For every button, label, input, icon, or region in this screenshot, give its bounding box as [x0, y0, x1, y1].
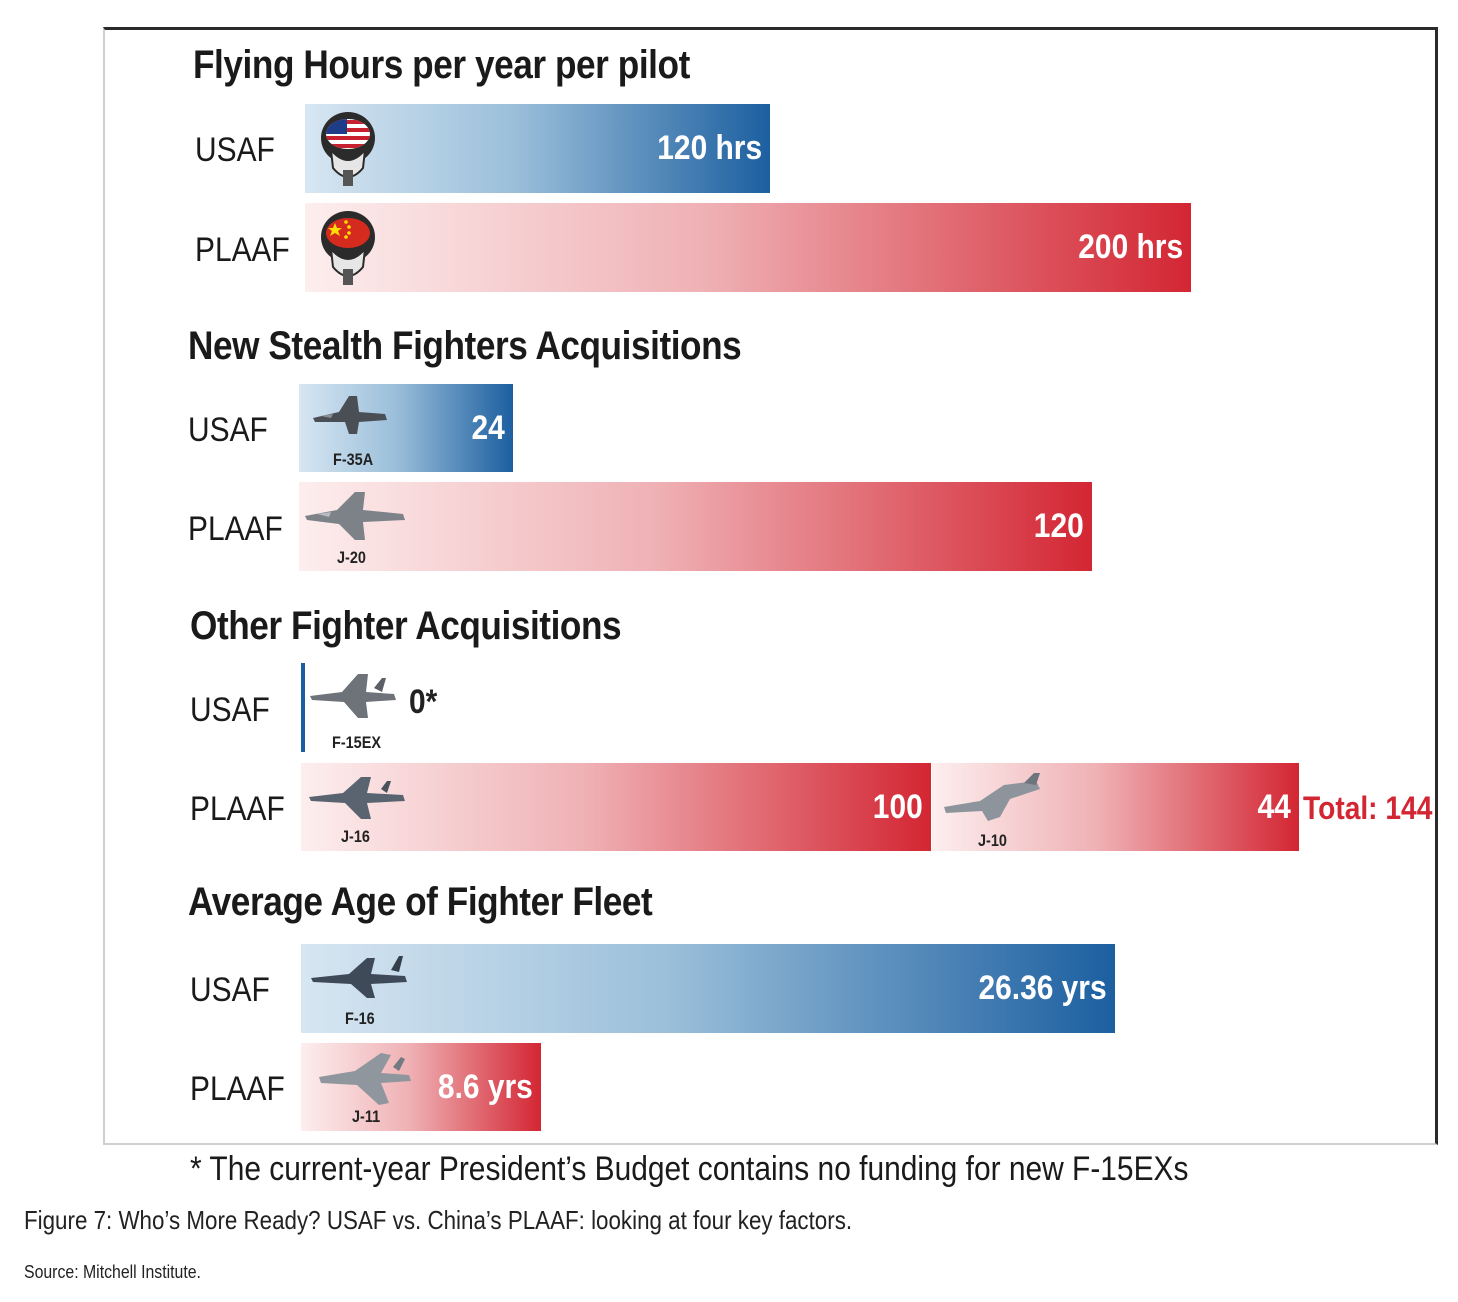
row-label-plaaf: PLAAF [190, 790, 285, 828]
f-35a-jet-icon [313, 396, 387, 434]
section-title-age: Average Age of Fighter Fleet [188, 880, 653, 924]
bar-flying-hours-usaf: 120 hrs [305, 104, 770, 193]
bar-value-stealth-plaaf: 120 [1034, 507, 1084, 545]
row-label-plaaf: PLAAF [190, 1070, 285, 1108]
row-label-plaaf: PLAAF [188, 510, 283, 548]
row-label-usaf: USAF [188, 411, 268, 449]
source-note: Source: Mitchell Institute. [24, 1262, 201, 1282]
row-label-usaf: USAF [190, 971, 270, 1009]
j-10-jet-icon [944, 773, 1040, 821]
aircraft-label: J-10 [978, 831, 1007, 850]
row-label-plaaf: PLAAF [195, 231, 290, 269]
us-pilot-helmet-icon [321, 112, 375, 186]
figure-caption: Figure 7: Who’s More Ready? USAF vs. Chi… [24, 1205, 853, 1235]
aircraft-label: J-16 [341, 827, 370, 846]
aircraft-label: F-35A [333, 450, 374, 469]
bar-age-plaaf: J-11 8.6 yrs [301, 1043, 541, 1131]
bar-value-age-plaaf: 8.6 yrs [438, 1067, 533, 1106]
f-15ex-jet-icon [310, 674, 396, 718]
aircraft-label: J-11 [352, 1107, 381, 1126]
f-16-jet-icon [311, 956, 407, 998]
bar-stealth-plaaf: J-20 120 [299, 482, 1092, 571]
bar-value-other-plaaf-j10: 44 [1257, 787, 1291, 826]
section-title-other: Other Fighter Acquisitions [190, 604, 622, 648]
bar-value-other-plaaf-j16: 100 [873, 787, 923, 826]
chart-frame [103, 27, 1438, 1145]
bar-value-stealth-usaf: 24 [471, 408, 505, 447]
bar-flying-hours-plaaf: 200 hrs [305, 203, 1191, 292]
bar-value-flying-hours-usaf: 120 hrs [657, 129, 762, 167]
aircraft-label: J-20 [337, 548, 366, 567]
bar-stealth-usaf: F-35A 24 [299, 384, 513, 472]
bar-age-usaf: F-16 26.36 yrs [301, 944, 1115, 1033]
bar-value-other-usaf: 0* [409, 683, 438, 721]
section-title-flying-hours: Flying Hours per year per pilot [193, 43, 690, 87]
aircraft-label: F-16 [345, 1009, 375, 1028]
china-pilot-helmet-icon [321, 211, 375, 285]
section-title-stealth: New Stealth Fighters Acquisitions [188, 324, 742, 368]
j-11-jet-icon [319, 1053, 411, 1105]
bar-value-age-usaf: 26.36 yrs [978, 969, 1107, 1007]
j-20-jet-icon [305, 492, 405, 540]
aircraft-label: F-15EX [332, 733, 381, 752]
bar-other-plaaf-j16: J-16 100 [301, 763, 931, 851]
row-label-usaf: USAF [190, 691, 270, 729]
bar-value-flying-hours-plaaf: 200 hrs [1078, 228, 1183, 266]
row-label-usaf: USAF [195, 131, 275, 169]
footnote: * The current-year President’s Budget co… [190, 1150, 1189, 1188]
j-16-jet-icon [309, 777, 405, 819]
bar-other-plaaf-j10: J-10 44 [932, 763, 1299, 851]
bar-other-usaf-zero [301, 663, 305, 752]
total-label: Total: 144 [1303, 790, 1433, 826]
